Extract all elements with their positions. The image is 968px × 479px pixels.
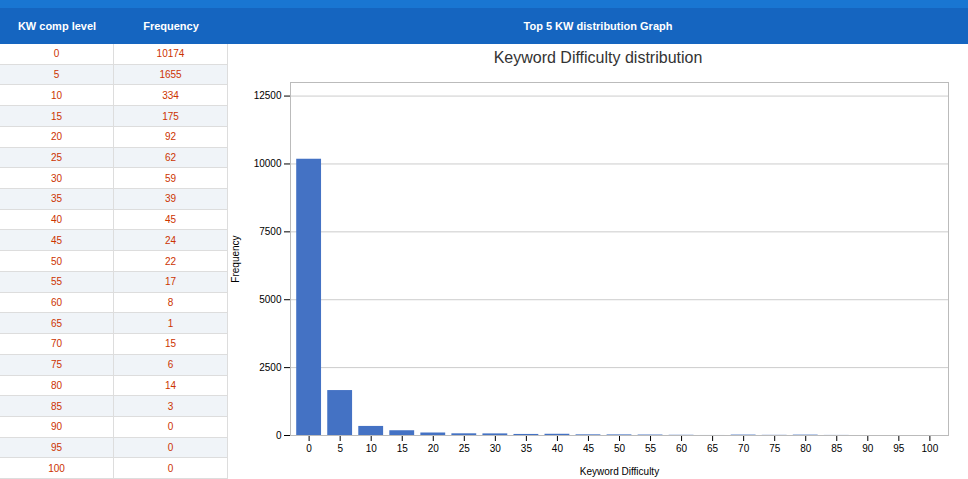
html-text:92: 92: [164, 131, 177, 143]
html-text:25: 25: [50, 152, 63, 163]
html-text:80: 80: [50, 379, 63, 391]
svg-text:35: 35: [521, 443, 533, 454]
html-text:0: 0: [167, 442, 174, 453]
html-text:50: 50: [50, 255, 63, 267]
html-text:55: 55: [50, 276, 63, 288]
html-text:62: 62: [164, 152, 177, 163]
svg-text:65: 65: [707, 443, 719, 454]
html-text:10: 10: [50, 89, 63, 101]
svg-text:40: 40: [552, 443, 564, 454]
html-text:59: 59: [164, 172, 177, 184]
svg-text:85: 85: [831, 443, 843, 454]
html-text:15: 15: [50, 110, 63, 122]
html-text:334: 334: [162, 89, 179, 101]
html-text:8: 8: [167, 297, 174, 308]
svg-text:12500: 12500: [254, 90, 282, 101]
html-text:60: 60: [50, 297, 63, 308]
svg-text:10: 10: [366, 443, 378, 454]
svg-text:95: 95: [893, 443, 905, 454]
svg-text:25: 25: [459, 443, 471, 454]
html-text:15: 15: [164, 338, 177, 350]
html-text:75: 75: [50, 359, 63, 371]
html-text:95: 95: [50, 442, 63, 453]
svg-text:0: 0: [276, 430, 282, 441]
html-text:30: 30: [50, 172, 63, 184]
svg-text:Frequency: Frequency: [230, 235, 241, 282]
html-text:40: 40: [50, 214, 63, 226]
html-text:65: 65: [50, 317, 63, 329]
html-text:45: 45: [50, 234, 63, 246]
html-text:45: 45: [164, 214, 177, 226]
html-text:6: 6: [167, 359, 174, 371]
html-text:70: 70: [50, 338, 63, 350]
html-text:3: 3: [167, 400, 174, 412]
html-text:175: 175: [162, 110, 179, 122]
html-text:90: 90: [50, 421, 63, 433]
html-text:0: 0: [167, 421, 174, 433]
html-text:20: 20: [50, 131, 63, 143]
svg-text:50: 50: [614, 443, 626, 454]
html-text:Frequency: Frequency: [143, 20, 199, 32]
svg-text:45: 45: [583, 443, 595, 454]
html-text:Top 5 KW distribution Graph: Top 5 KW distribution Graph: [523, 20, 673, 32]
svg-text:70: 70: [738, 443, 750, 454]
svg-text:20: 20: [428, 443, 440, 454]
svg-text:90: 90: [862, 443, 874, 454]
html-text:5: 5: [53, 69, 60, 81]
html-text:0: 0: [167, 462, 174, 474]
svg-text:2500: 2500: [259, 362, 282, 373]
html-text:10174: 10174: [156, 48, 185, 60]
html-text:KW comp level: KW comp level: [17, 20, 97, 32]
svg-text:Keyword Difficulty: Keyword Difficulty: [580, 466, 659, 477]
html-text:100: 100: [48, 462, 65, 474]
html-text:85: 85: [50, 400, 63, 412]
svg-text:7500: 7500: [259, 226, 282, 237]
svg-text:15: 15: [397, 443, 409, 454]
html-text:14: 14: [164, 379, 177, 391]
svg-text:5000: 5000: [259, 294, 282, 305]
html-text:0: 0: [53, 48, 60, 60]
svg-text:30: 30: [490, 443, 502, 454]
svg-text:0: 0: [306, 443, 312, 454]
svg-text:80: 80: [800, 443, 812, 454]
svg-text:75: 75: [769, 443, 781, 454]
html-text:24: 24: [164, 234, 177, 246]
html-text:17: 17: [164, 276, 177, 288]
html-text:22: 22: [164, 255, 177, 267]
svg-text:55: 55: [645, 443, 657, 454]
html-text:1: 1: [167, 317, 174, 329]
svg-text:100: 100: [922, 443, 939, 454]
html-text:1655: 1655: [159, 69, 182, 81]
html-text:Keyword Difficulty distributio: Keyword Difficulty distribution: [493, 49, 703, 66]
html-text:35: 35: [50, 193, 63, 205]
html-text:39: 39: [164, 193, 177, 205]
svg-text:60: 60: [676, 443, 688, 454]
svg-text:10000: 10000: [254, 158, 282, 169]
svg-text:5: 5: [337, 443, 343, 454]
